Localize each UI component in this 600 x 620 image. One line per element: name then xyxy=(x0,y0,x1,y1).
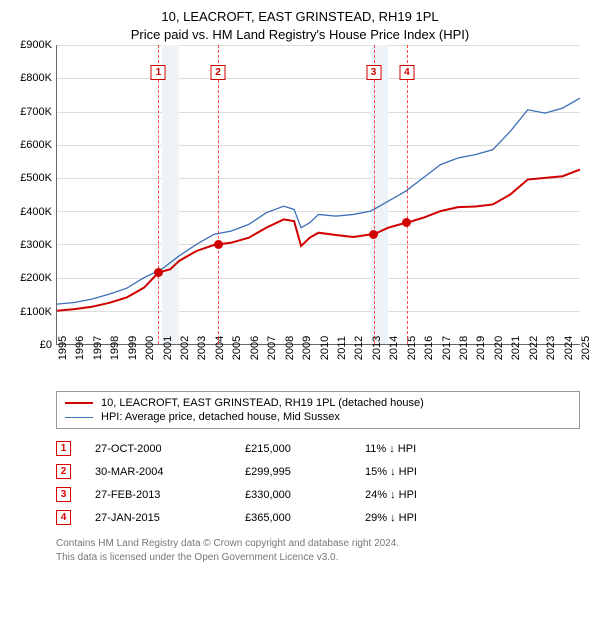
x-axis: 1995199619971998199920002001200220032004… xyxy=(57,344,580,384)
x-tick: 1999 xyxy=(127,336,139,360)
footer-line1: Contains HM Land Registry data © Crown c… xyxy=(56,537,580,551)
sale-row: 3 27-FEB-2013£330,00024% ↓ HPI xyxy=(56,483,580,506)
chart-title: 10, LEACROFT, EAST GRINSTEAD, RH19 1PL P… xyxy=(10,8,590,43)
x-tick: 2023 xyxy=(545,336,557,360)
x-tick: 2025 xyxy=(580,336,592,360)
y-tick: £100K xyxy=(20,306,52,318)
legend-swatch xyxy=(65,417,93,418)
x-tick: 2010 xyxy=(319,336,331,360)
x-tick: 2016 xyxy=(423,336,435,360)
y-tick: £900K xyxy=(20,39,52,51)
y-axis: £0 £100K £200K £300K £400K £500K £600K £700K £80… xyxy=(10,45,56,385)
sale-row-badge: 3 xyxy=(56,487,71,502)
x-tick: 2009 xyxy=(301,336,313,360)
series-hpi xyxy=(57,98,580,304)
x-tick: 2003 xyxy=(196,336,208,360)
sale-point xyxy=(369,230,378,239)
sale-date: 27-FEB-2013 xyxy=(95,489,245,501)
x-tick: 1997 xyxy=(92,336,104,360)
sale-marker-line xyxy=(374,45,375,344)
legend-row: 10, LEACROFT, EAST GRINSTEAD, RH19 1PL (… xyxy=(65,396,571,410)
y-tick: £700K xyxy=(20,106,52,118)
sale-marker-line xyxy=(407,45,408,344)
sale-delta: 24% ↓ HPI xyxy=(365,489,580,501)
legend: 10, LEACROFT, EAST GRINSTEAD, RH19 1PL (… xyxy=(56,391,580,429)
y-tick: £0 xyxy=(40,339,52,351)
x-tick: 2020 xyxy=(493,336,505,360)
x-tick: 2024 xyxy=(563,336,575,360)
sale-row-badge: 4 xyxy=(56,510,71,525)
sale-row: 4 27-JAN-2015£365,00029% ↓ HPI xyxy=(56,506,580,529)
legend-label: 10, LEACROFT, EAST GRINSTEAD, RH19 1PL (… xyxy=(101,397,424,409)
x-tick: 2018 xyxy=(458,336,470,360)
x-tick: 2007 xyxy=(266,336,278,360)
footer-line2: This data is licensed under the Open Gov… xyxy=(56,551,580,565)
x-tick: 2004 xyxy=(214,336,226,360)
plot-area: 1995199619971998199920002001200220032004… xyxy=(56,45,580,345)
sale-row: 2 30-MAR-2004£299,99515% ↓ HPI xyxy=(56,460,580,483)
y-tick: £500K xyxy=(20,172,52,184)
sale-delta: 11% ↓ HPI xyxy=(365,443,580,455)
sale-row: 1 27-OCT-2000£215,00011% ↓ HPI xyxy=(56,437,580,460)
x-tick: 2000 xyxy=(144,336,156,360)
x-tick: 1998 xyxy=(109,336,121,360)
sale-point xyxy=(214,240,223,249)
x-tick: 2002 xyxy=(179,336,191,360)
x-tick: 2017 xyxy=(441,336,453,360)
sale-delta: 29% ↓ HPI xyxy=(365,512,580,524)
chart: £0 £100K £200K £300K £400K £500K £600K £700K £80… xyxy=(10,45,590,385)
x-tick: 1995 xyxy=(57,336,69,360)
sale-delta: 15% ↓ HPI xyxy=(365,466,580,478)
sale-marker-badge: 1 xyxy=(151,65,166,80)
x-tick: 2012 xyxy=(353,336,365,360)
sale-date: 27-JAN-2015 xyxy=(95,512,245,524)
y-tick: £300K xyxy=(20,239,52,251)
x-tick: 2011 xyxy=(336,336,348,360)
sale-row-badge: 2 xyxy=(56,464,71,479)
x-tick: 2006 xyxy=(249,336,261,360)
y-tick: £800K xyxy=(20,72,52,84)
x-tick: 2019 xyxy=(475,336,487,360)
sale-marker-line xyxy=(218,45,219,344)
sale-row-badge: 1 xyxy=(56,441,71,456)
sale-price: £365,000 xyxy=(245,512,365,524)
x-tick: 2014 xyxy=(388,336,400,360)
sale-marker-badge: 3 xyxy=(366,65,381,80)
sale-marker-badge: 4 xyxy=(399,65,414,80)
chart-lines xyxy=(57,45,580,344)
sale-date: 30-MAR-2004 xyxy=(95,466,245,478)
x-tick: 2008 xyxy=(284,336,296,360)
x-tick: 2021 xyxy=(510,336,522,360)
sale-price: £330,000 xyxy=(245,489,365,501)
y-tick: £200K xyxy=(20,272,52,284)
x-tick: 1996 xyxy=(74,336,86,360)
sale-date: 27-OCT-2000 xyxy=(95,443,245,455)
sales-table: 1 27-OCT-2000£215,00011% ↓ HPI 2 30-MAR-200… xyxy=(56,437,580,529)
sale-price: £215,000 xyxy=(245,443,365,455)
series-property xyxy=(57,170,580,311)
footer: Contains HM Land Registry data © Crown c… xyxy=(56,537,580,564)
legend-label: HPI: Average price, detached house, Mid … xyxy=(101,411,340,423)
sale-price: £299,995 xyxy=(245,466,365,478)
legend-row: HPI: Average price, detached house, Mid … xyxy=(65,410,571,424)
chart-title-line2: Price paid vs. HM Land Registry's House … xyxy=(10,26,590,44)
x-tick: 2005 xyxy=(231,336,243,360)
chart-title-line1: 10, LEACROFT, EAST GRINSTEAD, RH19 1PL xyxy=(10,8,590,26)
y-tick: £600K xyxy=(20,139,52,151)
sale-marker-badge: 2 xyxy=(211,65,226,80)
sale-marker-line xyxy=(158,45,159,344)
x-tick: 2001 xyxy=(162,336,174,360)
y-tick: £400K xyxy=(20,206,52,218)
legend-swatch xyxy=(65,402,93,404)
x-tick: 2022 xyxy=(528,336,540,360)
